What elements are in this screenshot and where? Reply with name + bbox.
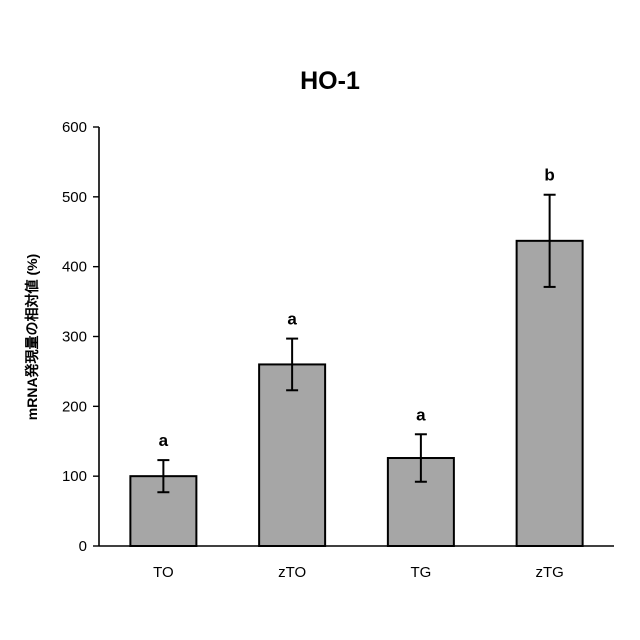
bars: [130, 241, 582, 546]
significance-label-TG: a: [416, 405, 426, 424]
x-tick-label: TO: [153, 564, 174, 581]
y-tick-label: 600: [62, 119, 87, 136]
y-tick-label: 300: [62, 329, 87, 346]
x-tick-label: zTG: [535, 564, 563, 581]
chart-title: HO-1: [300, 67, 360, 95]
x-tick-label: TG: [410, 564, 431, 581]
y-axis-ticks: 0 100 200 300 400 500 600: [62, 119, 99, 555]
x-tick-label: zTO: [278, 564, 306, 581]
y-tick-label: 400: [62, 259, 87, 276]
bar-zTO: [259, 364, 325, 546]
significance-labels: a TO a zTO a TG b zTG: [153, 166, 564, 581]
significance-label-TO: a: [159, 431, 169, 450]
error-bars: [157, 195, 555, 492]
significance-label-zTG: b: [544, 166, 554, 185]
y-axis-label: mRNA発現量の相対値 (%): [24, 254, 40, 420]
y-tick-label: 200: [62, 398, 87, 415]
y-tick-label: 0: [79, 538, 87, 555]
y-tick-label: 100: [62, 468, 87, 485]
y-tick-label: 500: [62, 189, 87, 206]
significance-label-zTO: a: [287, 310, 297, 329]
